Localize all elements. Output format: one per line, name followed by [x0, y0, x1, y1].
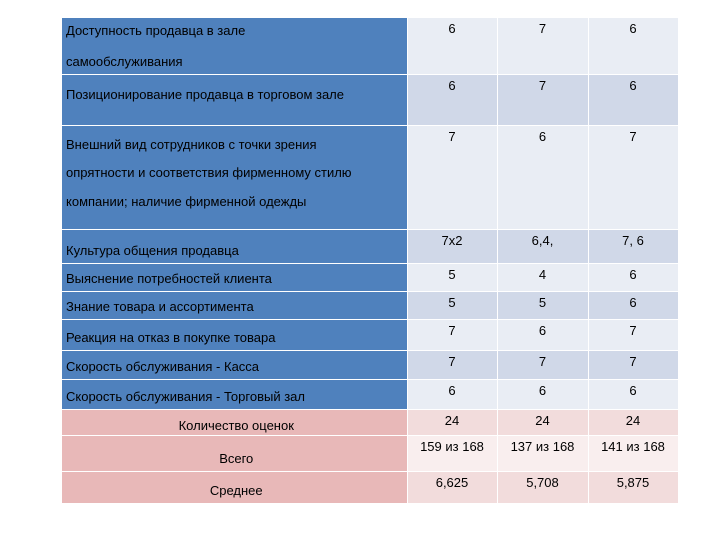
- value-cell: 7: [588, 319, 679, 351]
- criterion-label: Знание товара и ассортимента: [62, 291, 408, 320]
- criterion-label: Выяснение потребностей клиента: [62, 263, 408, 292]
- value-cell: 4: [497, 263, 589, 292]
- value-cell: 7х2: [407, 229, 498, 264]
- criterion-label-line: самообслуживания: [66, 53, 183, 69]
- criterion-label-line: компании; наличие фирменной одежды: [66, 194, 307, 210]
- criterion-label: Скорость обслуживания - Касса: [62, 350, 408, 380]
- summary-row: Всего 159 из 168 137 из 168 141 из 168: [62, 435, 679, 472]
- table-row: Выяснение потребностей клиента 5 4 6: [62, 263, 679, 292]
- value-cell: 7: [588, 350, 679, 380]
- summary-value-cell: 24: [407, 409, 498, 436]
- summary-value-cell: 24: [497, 409, 589, 436]
- summary-value-cell: 159 из 168: [407, 435, 498, 472]
- summary-value-cell: 5,708: [497, 471, 589, 504]
- value-cell: 6: [497, 379, 589, 410]
- value-cell: 6: [407, 379, 498, 410]
- criterion-label: Доступность продавца в зале самообслужив…: [62, 18, 408, 75]
- value-cell: 7: [588, 125, 679, 230]
- value-cell: 7: [407, 350, 498, 380]
- value-cell: 6: [497, 319, 589, 351]
- value-cell: 5: [407, 291, 498, 320]
- value-cell: 6: [588, 379, 679, 410]
- criterion-label-line: Доступность продавца в зале: [66, 22, 246, 38]
- table-row: Внешний вид сотрудников с точки зрения о…: [62, 125, 679, 230]
- value-cell: 6: [588, 74, 679, 126]
- summary-label: Всего: [62, 435, 408, 472]
- table-row: Доступность продавца в зале самообслужив…: [62, 18, 679, 75]
- criterion-label-line: опрятности и соответствия фирменному сти…: [66, 165, 352, 181]
- criterion-label-line: Позиционирование продавца в торговом зал…: [66, 86, 345, 102]
- table-row: Культура общения продавца 7х2 6,4, 7, 6: [62, 229, 679, 264]
- summary-value-cell: 137 из 168: [497, 435, 589, 472]
- summary-row: Количество оценок 24 24 24: [62, 409, 679, 436]
- summary-label: Количество оценок: [62, 409, 408, 436]
- table-row: Позиционирование продавца в торговом зал…: [62, 74, 679, 126]
- criterion-label: Культура общения продавца: [62, 229, 408, 264]
- summary-label: Среднее: [62, 471, 408, 504]
- value-cell: 5: [407, 263, 498, 292]
- value-cell: 6: [497, 125, 589, 230]
- table-row: Реакция на отказ в покупке товара 7 6 7: [62, 319, 679, 351]
- value-cell: 5: [497, 291, 589, 320]
- value-cell: 7: [497, 18, 589, 75]
- criterion-label: Внешний вид сотрудников с точки зрения о…: [62, 125, 408, 230]
- value-cell: 7: [497, 74, 589, 126]
- value-cell: 6,4,: [497, 229, 589, 264]
- criterion-label-line: Скорость обслуживания - Касса: [66, 358, 260, 374]
- criterion-label-line: Выяснение потребностей клиента: [66, 270, 272, 286]
- summary-value-cell: 6,625: [407, 471, 498, 504]
- summary-value-cell: 5,875: [588, 471, 679, 504]
- value-cell: 7: [407, 319, 498, 351]
- criterion-label: Скорость обслуживания - Торговый зал: [62, 379, 408, 410]
- value-cell: 7: [407, 125, 498, 230]
- criterion-label: Позиционирование продавца в торговом зал…: [62, 74, 408, 126]
- summary-value-cell: 24: [588, 409, 679, 436]
- value-cell: 6: [588, 263, 679, 292]
- criterion-label-line: Внешний вид сотрудников с точки зрения: [66, 136, 317, 152]
- value-cell: 7, 6: [588, 229, 679, 264]
- value-cell: 6: [407, 74, 498, 126]
- summary-row: Среднее 6,625 5,708 5,875: [62, 471, 679, 504]
- value-cell: 7: [497, 350, 589, 380]
- table-row: Знание товара и ассортимента 5 5 6: [62, 291, 679, 320]
- criterion-label: Реакция на отказ в покупке товара: [62, 319, 408, 351]
- value-cell: 6: [588, 291, 679, 320]
- table-row: Скорость обслуживания - Торговый зал 6 6…: [62, 379, 679, 410]
- summary-value-cell: 141 из 168: [588, 435, 679, 472]
- criterion-label-line: Знание товара и ассортимента: [66, 298, 254, 314]
- criterion-label-line: Реакция на отказ в покупке товара: [66, 329, 276, 345]
- evaluation-table: Доступность продавца в зале самообслужив…: [62, 18, 679, 504]
- table-row: Скорость обслуживания - Касса 7 7 7: [62, 350, 679, 380]
- value-cell: 6: [407, 18, 498, 75]
- criterion-label-line: Культура общения продавца: [66, 242, 239, 258]
- criterion-label-line: Скорость обслуживания - Торговый зал: [66, 388, 305, 404]
- value-cell: 6: [588, 18, 679, 75]
